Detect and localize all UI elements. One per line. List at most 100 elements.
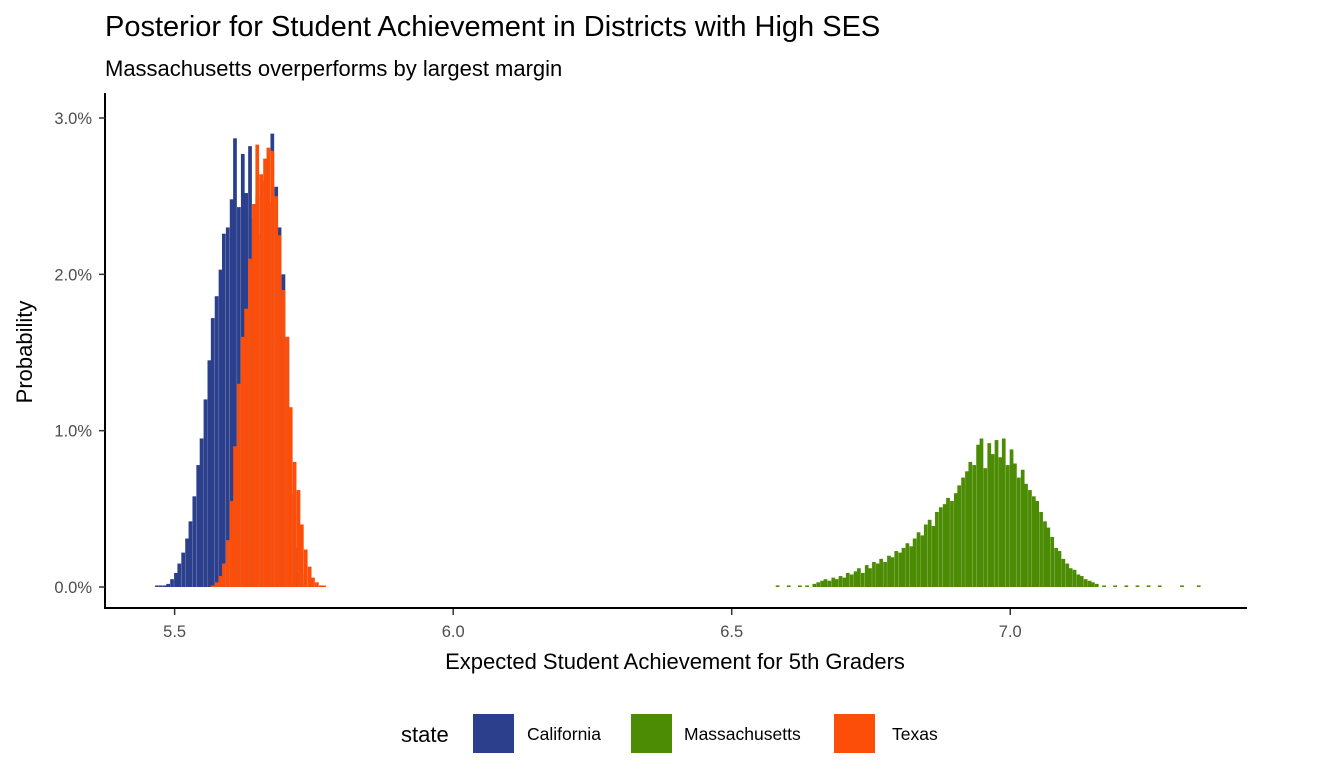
histogram-bar	[299, 524, 304, 587]
legend-key-massachusetts	[631, 714, 672, 753]
histogram-bar	[1020, 469, 1025, 587]
histogram-bar	[1079, 576, 1084, 587]
histogram-bar	[1076, 574, 1081, 587]
histogram-bar	[263, 158, 267, 587]
histogram-bar	[1068, 568, 1073, 587]
legend: state California Massachusetts Texas	[401, 714, 938, 753]
histogram-bar	[1157, 585, 1162, 587]
histogram-bar	[240, 336, 245, 587]
histogram-bar	[879, 558, 884, 587]
histogram-bar	[1046, 527, 1051, 587]
histogram-bar	[987, 443, 992, 587]
histogram-bar	[957, 485, 962, 587]
histogram-bar	[1124, 585, 1129, 587]
histogram-bar	[775, 585, 780, 587]
x-tick-label: 7.0	[999, 623, 1022, 641]
histogram-bar	[244, 308, 248, 587]
histogram-bar	[1094, 583, 1099, 587]
histogram-bar	[225, 227, 230, 587]
histogram-bar	[820, 580, 824, 587]
histogram-bar	[181, 552, 186, 587]
histogram-bar	[292, 461, 297, 587]
histogram-bar	[942, 504, 947, 587]
histogram-bar	[1024, 483, 1028, 587]
histogram-bar	[998, 457, 1003, 587]
histogram-bar	[798, 585, 802, 587]
histogram-bar	[1013, 463, 1017, 587]
x-tick-label: 6.0	[442, 623, 465, 641]
histogram-bar	[1146, 585, 1151, 587]
histogram-bar	[214, 582, 219, 587]
histogram-bar	[1031, 496, 1036, 587]
histogram-bar	[961, 477, 965, 587]
chart-subtitle: Massachusetts overperforms by largest ma…	[105, 56, 562, 81]
histogram-bar	[901, 547, 906, 587]
histogram-bar	[199, 438, 204, 587]
histogram-bar	[288, 407, 293, 587]
histogram-bar	[296, 490, 301, 587]
histogram-bar	[1005, 465, 1010, 587]
histogram-bar	[1083, 579, 1088, 587]
histogram-bar	[968, 461, 973, 587]
x-axis-ticks: 5.5 6.0 6.5 7.0	[163, 609, 1022, 641]
histogram-bar	[1043, 521, 1047, 587]
histogram-bar	[210, 585, 215, 587]
histogram-bar	[927, 519, 932, 587]
histogram-bar	[853, 571, 858, 587]
histogram-bar	[849, 574, 854, 587]
histogram-bar	[1102, 585, 1106, 587]
histogram-bar	[218, 269, 223, 587]
histogram-bar	[994, 440, 999, 587]
histogram-bar	[210, 318, 215, 587]
legend-label: Texas	[892, 724, 938, 744]
plot-bars	[155, 133, 1201, 588]
histogram-bar	[252, 203, 256, 588]
histogram-bar	[315, 582, 319, 587]
histogram-bar	[1009, 449, 1014, 587]
legend-label: Massachusetts	[684, 724, 801, 744]
histogram-bar	[894, 551, 899, 587]
histogram-bar	[221, 563, 226, 587]
histogram-bar	[277, 235, 282, 587]
histogram-bar	[318, 585, 323, 587]
histogram-bar	[842, 577, 847, 587]
histogram-bar	[1054, 547, 1058, 587]
x-axis-title: Expected Student Achievement for 5th Gra…	[445, 649, 905, 674]
histogram-bar	[1091, 582, 1095, 587]
histogram-bar	[864, 565, 869, 587]
legend-title: state	[401, 722, 449, 747]
histogram-bar	[812, 583, 817, 587]
histogram-bar	[233, 446, 237, 587]
y-tick-label: 3.0%	[54, 110, 92, 128]
histogram-bar	[166, 583, 170, 587]
histogram-bar	[1016, 477, 1021, 587]
histogram-bar	[872, 561, 876, 587]
histogram-bar	[188, 521, 193, 587]
histogram-bar	[834, 579, 839, 587]
histogram-bar	[990, 454, 995, 587]
histogram-bar	[823, 579, 828, 587]
histogram-bar	[920, 535, 925, 587]
histogram-bar	[909, 546, 914, 587]
histogram-bar	[946, 497, 950, 587]
histogram-bar	[218, 576, 223, 587]
histogram-bar	[207, 360, 212, 587]
histogram-bar	[1065, 563, 1070, 587]
histogram-bar	[322, 585, 326, 587]
y-tick-label: 1.0%	[54, 423, 92, 441]
y-axis-ticks: 0.0% 1.0% 2.0% 3.0%	[54, 110, 105, 597]
histogram-bar	[905, 543, 910, 587]
histogram-bar	[912, 538, 917, 587]
histogram-bar	[875, 563, 880, 587]
x-tick-label: 5.5	[163, 623, 186, 641]
histogram-bar	[816, 582, 821, 587]
histogram-bar	[1196, 585, 1201, 587]
legend-key-california	[473, 714, 514, 753]
histogram-bar	[274, 196, 279, 588]
histogram-bar	[953, 493, 958, 587]
histogram-bar	[285, 336, 290, 587]
histogram-bar	[831, 577, 836, 587]
legend-label: California	[527, 724, 601, 744]
histogram-bar	[786, 585, 791, 587]
